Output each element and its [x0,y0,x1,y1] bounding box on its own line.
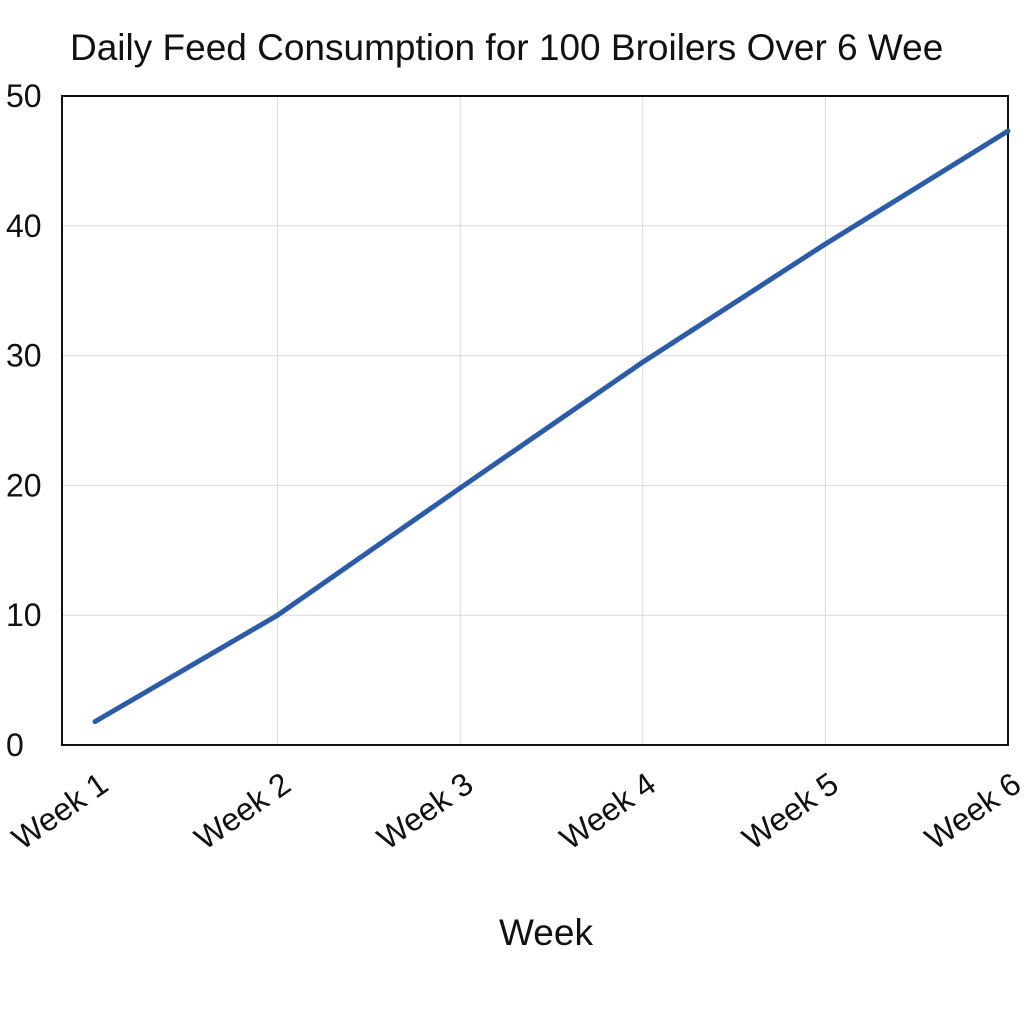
y-tick-label: 30 [6,338,42,374]
x-tick-label: Week 2 [188,765,297,856]
y-tick-label: 50 [6,78,42,114]
grid-lines [62,95,1008,746]
y-tick-label: 40 [6,208,42,244]
x-axis-ticks: Week 1 Week 2 Week 3 Week 4 Week 5 Week 6 [5,765,1024,856]
chart-title: Daily Feed Consumption for 100 Broilers … [70,27,943,68]
x-tick-label: Week 6 [918,765,1024,856]
series-line [92,128,1011,725]
x-tick-label: Week 1 [5,765,114,856]
x-axis-label: Week [499,912,593,953]
y-tick-label: 10 [6,597,42,633]
x-tick-label: Week 4 [553,765,662,856]
y-tick-label: 0 [6,727,24,763]
x-tick-label: Week 5 [736,765,845,856]
y-axis-ticks: 0 10 20 30 40 50 [6,78,42,763]
x-tick-label: Week 3 [370,765,479,856]
series-layer [92,128,1011,725]
plot-frame [61,95,1009,746]
y-tick-label: 20 [6,467,42,503]
